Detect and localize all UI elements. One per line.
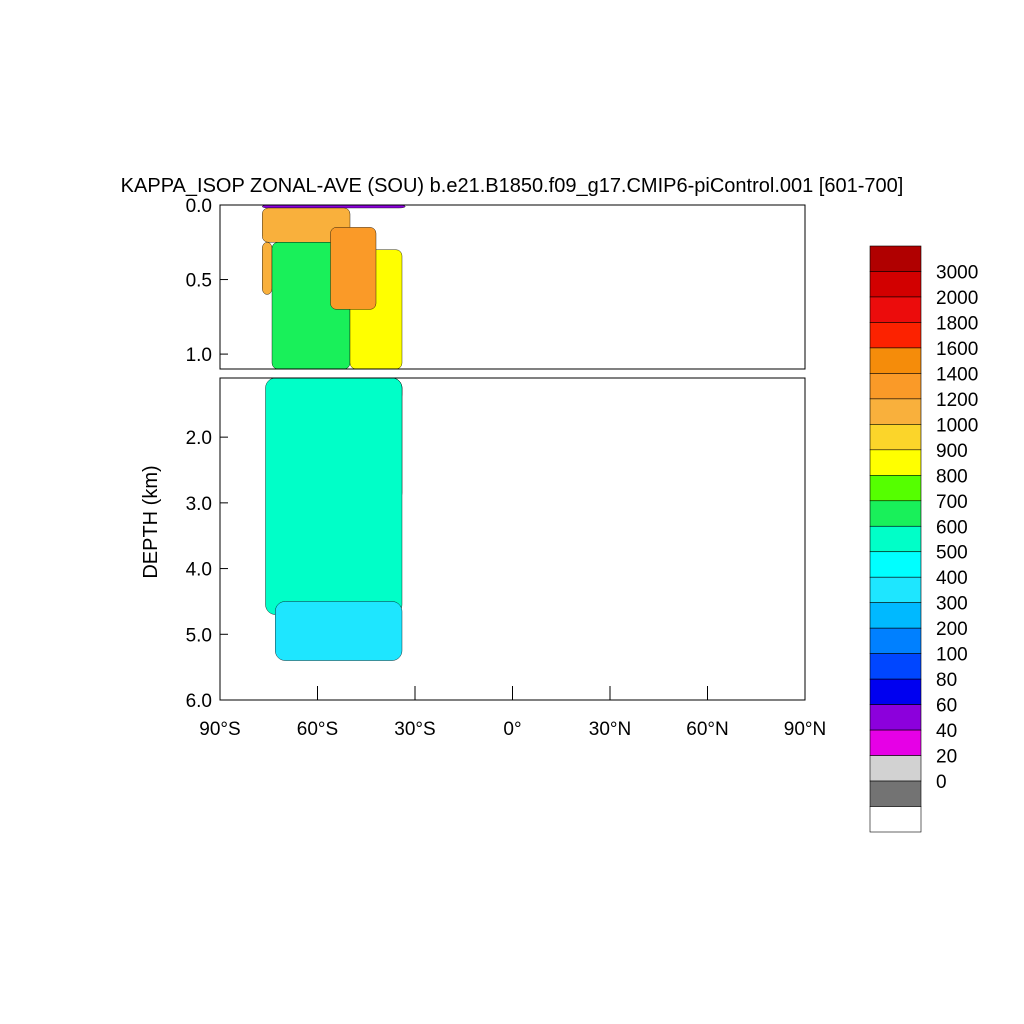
colorbar-label: 700 <box>936 492 968 513</box>
x-tick-label: 90°N <box>784 719 826 740</box>
lower-y-ticks: 2.0 3.0 4.0 5.0 6.0 <box>186 428 228 712</box>
x-tick-label: 0° <box>503 719 521 740</box>
colorbar-swatch <box>869 653 922 680</box>
colorbar-label: 3000 <box>936 262 978 283</box>
colorbar-label: 2000 <box>936 288 978 309</box>
colorbar-label: 300 <box>936 594 968 615</box>
colorbar-swatch <box>869 398 922 425</box>
lower-contour-fill <box>265 378 403 661</box>
y-tick-label: 1.0 <box>186 345 212 366</box>
colorbar-label: 1400 <box>936 364 978 385</box>
colorbar-swatch <box>869 525 922 553</box>
contour-region-upper-left-orange <box>262 242 273 295</box>
colorbar-label: 100 <box>936 645 968 666</box>
colorbar-swatch <box>869 627 922 654</box>
colorbar-swatch <box>869 322 922 349</box>
colorbar-label: 900 <box>936 441 968 462</box>
colorbar-label: 600 <box>936 517 968 538</box>
y-tick-label: 3.0 <box>186 494 212 515</box>
upper-depth-panel: 0.0 0.5 1.0 <box>186 196 806 370</box>
x-tick-label: 30°S <box>394 719 435 740</box>
colorbar-swatch <box>869 245 922 272</box>
contour-region-orange-core <box>330 227 377 310</box>
colorbar-label: 60 <box>936 696 957 717</box>
colorbar-swatch <box>869 729 922 756</box>
x-ticks: 90°S 60°S 30°S 0° 30°N 60°N 90°N <box>199 686 826 740</box>
colorbar-swatch <box>869 806 922 833</box>
colorbar-swatch <box>869 373 922 400</box>
chart-title: KAPPA_ISOP ZONAL-AVE (SOU) b.e21.B1850.f… <box>121 175 904 197</box>
y-tick-label: 4.0 <box>186 560 212 581</box>
y-tick-label: 6.0 <box>186 691 212 712</box>
colorbar-swatch <box>869 551 922 578</box>
colorbar-label: 1800 <box>936 313 978 334</box>
x-tick-label: 90°S <box>199 719 240 740</box>
colorbar-label: 500 <box>936 543 968 564</box>
colorbar-swatch <box>869 296 922 323</box>
colorbar-swatch <box>869 449 922 476</box>
colorbar-label: 1600 <box>936 339 978 360</box>
colorbar-swatch <box>869 424 922 451</box>
colorbar-swatch <box>869 678 922 705</box>
y-tick-label: 0.0 <box>186 196 212 217</box>
upper-panel-frame <box>219 204 806 370</box>
colorbar-swatch <box>869 500 922 527</box>
colorbar-label: 1000 <box>936 415 978 436</box>
colorbar-label: 200 <box>936 619 968 640</box>
colorbar-swatch <box>869 602 922 629</box>
colorbar-swatch <box>869 576 922 603</box>
x-tick-label: 30°N <box>589 719 631 740</box>
upper-contour-fill <box>262 205 406 369</box>
contour-region-abyss-cyan-deep <box>275 601 403 661</box>
upper-y-ticks: 0.0 0.5 1.0 <box>186 196 228 366</box>
colorbar-swatch <box>869 704 922 731</box>
lower-depth-panel: 2.0 3.0 4.0 5.0 6.0 <box>186 377 806 712</box>
colorbar-label: 400 <box>936 568 968 589</box>
y-tick-label: 5.0 <box>186 625 212 646</box>
x-tick-label: 60°S <box>297 719 338 740</box>
colorbar-label: 20 <box>936 747 957 768</box>
contour-region-deep-teal-deep <box>265 378 403 615</box>
colorbar: 3000200018001600140012001000900800700600… <box>869 245 978 833</box>
colorbar-swatch <box>869 271 922 298</box>
colorbar-swatch <box>869 347 922 374</box>
x-tick-label: 60°N <box>686 719 728 740</box>
colorbar-swatch <box>869 780 922 807</box>
colorbar-label: 40 <box>936 721 957 742</box>
colorbar-swatch <box>869 755 922 782</box>
y-tick-label: 2.0 <box>186 428 212 449</box>
colorbar-label: 80 <box>936 670 957 691</box>
colorbar-swatch <box>869 475 922 502</box>
colorbar-label: 1200 <box>936 390 978 411</box>
y-tick-label: 0.5 <box>186 271 212 292</box>
colorbar-label: 800 <box>936 466 968 487</box>
y-axis-label: DEPTH (km) <box>140 465 162 578</box>
colorbar-label: 0 <box>936 772 947 793</box>
